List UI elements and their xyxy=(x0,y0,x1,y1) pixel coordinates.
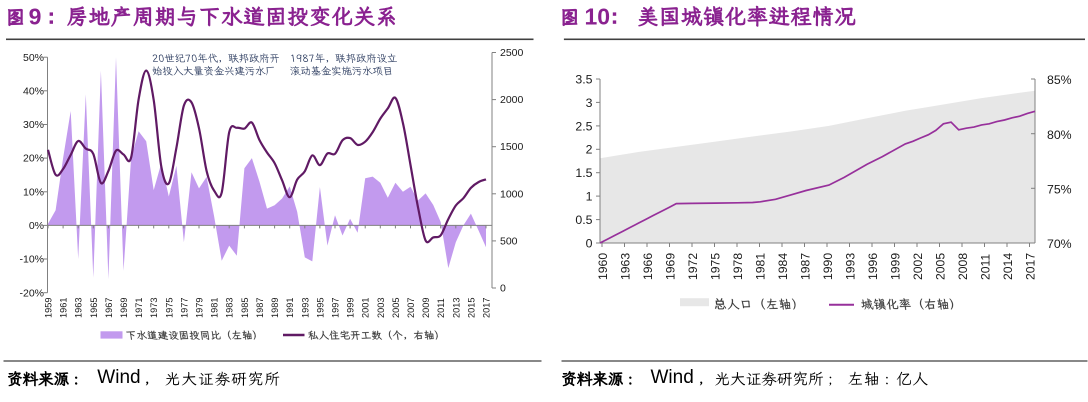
svg-text:1981: 1981 xyxy=(210,298,220,318)
svg-text:1985: 1985 xyxy=(240,298,250,318)
svg-text:1.5: 1.5 xyxy=(575,166,592,180)
svg-text:-10%: -10% xyxy=(19,254,44,266)
svg-text:1500: 1500 xyxy=(500,141,524,153)
svg-text:1987: 1987 xyxy=(799,253,813,280)
svg-text:2015: 2015 xyxy=(466,298,476,318)
svg-text:2500: 2500 xyxy=(500,47,524,59)
svg-text:1991: 1991 xyxy=(285,298,295,318)
svg-text:0: 0 xyxy=(586,236,593,250)
svg-text:1993: 1993 xyxy=(300,298,310,318)
svg-text:2003: 2003 xyxy=(376,298,386,318)
svg-text:1961: 1961 xyxy=(59,298,69,318)
svg-text:2017: 2017 xyxy=(1024,253,1038,280)
svg-text:2008: 2008 xyxy=(956,253,970,280)
svg-text:1989: 1989 xyxy=(270,298,280,318)
svg-text:1967: 1967 xyxy=(104,298,114,318)
svg-text:1959: 1959 xyxy=(44,298,54,318)
svg-text:85%: 85% xyxy=(1047,73,1072,87)
svg-text:500: 500 xyxy=(500,235,518,247)
svg-text:2007: 2007 xyxy=(406,298,416,318)
svg-text:1973: 1973 xyxy=(149,298,159,318)
svg-text:1990: 1990 xyxy=(821,253,835,280)
svg-text:2011: 2011 xyxy=(436,298,446,318)
svg-text:9: 9 xyxy=(29,4,42,30)
svg-text:3: 3 xyxy=(586,96,593,110)
svg-text:2000: 2000 xyxy=(500,94,524,106)
svg-text:0: 0 xyxy=(500,283,506,295)
svg-text:2005: 2005 xyxy=(934,253,948,280)
svg-text:1000: 1000 xyxy=(500,188,524,200)
svg-text:20%: 20% xyxy=(23,153,44,165)
svg-text:1963: 1963 xyxy=(74,298,84,318)
svg-text:2.5: 2.5 xyxy=(575,119,592,133)
svg-text:1996: 1996 xyxy=(866,253,880,280)
svg-text:2011: 2011 xyxy=(979,254,993,280)
svg-text:1977: 1977 xyxy=(179,298,189,318)
svg-text:0%: 0% xyxy=(29,220,44,232)
svg-text:75%: 75% xyxy=(1047,183,1072,197)
svg-text:1969: 1969 xyxy=(119,298,129,318)
svg-text:1971: 1971 xyxy=(134,298,144,318)
svg-text:1978: 1978 xyxy=(731,253,745,280)
svg-text:30%: 30% xyxy=(23,119,44,131)
svg-text:2013: 2013 xyxy=(451,298,461,318)
svg-text:2002: 2002 xyxy=(911,253,925,280)
svg-text:40%: 40% xyxy=(23,85,44,97)
svg-text:1972: 1972 xyxy=(686,253,700,280)
svg-text:1960: 1960 xyxy=(596,253,610,280)
svg-text:Wind: Wind xyxy=(651,367,694,388)
svg-text:70%: 70% xyxy=(1047,237,1072,251)
svg-text:3.5: 3.5 xyxy=(575,72,592,86)
svg-text:1984: 1984 xyxy=(776,253,790,280)
svg-text:2014: 2014 xyxy=(1001,253,1015,280)
svg-text:10: 10 xyxy=(585,4,611,30)
svg-text:2: 2 xyxy=(586,143,593,157)
svg-text:1966: 1966 xyxy=(641,253,655,280)
svg-text:1: 1 xyxy=(586,190,593,204)
svg-text:1987: 1987 xyxy=(255,298,265,318)
svg-text:1969: 1969 xyxy=(664,253,678,280)
svg-text:2001: 2001 xyxy=(361,298,371,318)
svg-text:1979: 1979 xyxy=(195,298,205,318)
svg-text:1983: 1983 xyxy=(225,298,235,318)
svg-text:1999: 1999 xyxy=(346,298,356,318)
svg-text:1997: 1997 xyxy=(331,298,341,318)
svg-text:1995: 1995 xyxy=(315,298,325,318)
svg-text:80%: 80% xyxy=(1047,128,1072,142)
svg-text:-20%: -20% xyxy=(19,287,44,299)
svg-text:0.5: 0.5 xyxy=(575,213,592,227)
svg-text:2017: 2017 xyxy=(482,298,492,318)
svg-text:2005: 2005 xyxy=(391,298,401,318)
svg-text:Wind: Wind xyxy=(97,367,140,388)
svg-text:1965: 1965 xyxy=(89,298,99,318)
svg-text:1963: 1963 xyxy=(619,253,633,280)
svg-text:1999: 1999 xyxy=(889,253,903,280)
svg-text:1993: 1993 xyxy=(844,253,858,280)
svg-text:1981: 1981 xyxy=(754,253,768,280)
svg-text:1975: 1975 xyxy=(709,253,723,280)
svg-text:1975: 1975 xyxy=(164,298,174,318)
svg-text:50%: 50% xyxy=(23,52,44,64)
svg-text:2009: 2009 xyxy=(421,298,431,318)
svg-text:10%: 10% xyxy=(23,186,44,198)
